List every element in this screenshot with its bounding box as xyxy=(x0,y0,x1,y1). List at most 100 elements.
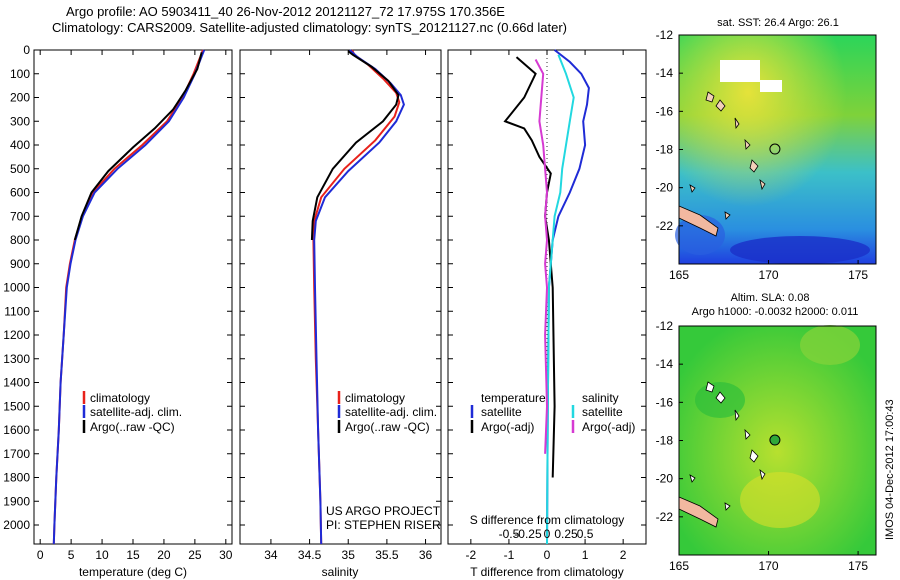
map-y-tick-label: -14 xyxy=(656,66,674,80)
sla-warm-region xyxy=(740,472,820,528)
map-y-tick-label: -14 xyxy=(656,357,674,371)
y-tick-label: 1400 xyxy=(3,376,30,390)
y-tick-label: 300 xyxy=(10,114,30,128)
legend-argo-label: Argo(..raw -QC) xyxy=(90,420,175,434)
x-tick-label: 36 xyxy=(419,548,433,562)
x-tick-label: 34 xyxy=(264,548,278,562)
project-annotation: US ARGO PROJECT xyxy=(326,504,441,518)
legend-temperature-heading: temperature xyxy=(481,391,546,405)
x-tick-label: 20 xyxy=(157,548,171,562)
y-tick-label: 2000 xyxy=(3,518,30,532)
map-y-tick-label: -20 xyxy=(656,181,674,195)
x-tick-label: 1 xyxy=(582,548,589,562)
sst-islands xyxy=(689,91,766,220)
legend-satellite-label: satellite-adj. clim. xyxy=(90,405,182,419)
y-tick-label: 1900 xyxy=(3,494,30,508)
legend-climatology-label: climatology xyxy=(345,391,405,405)
imos-timestamp: IMOS 04-Dec-2012 17:00:43 xyxy=(884,399,896,540)
x-tick-label: 35 xyxy=(342,548,356,562)
y-tick-label: 200 xyxy=(10,91,30,105)
y-tick-label: 1000 xyxy=(3,281,30,295)
y-tick-label: 1100 xyxy=(4,304,30,318)
temperature-panel: 0 5 10 15 20 25 300100200300400500600700800900… xyxy=(3,43,233,579)
map-x-tick-label: 165 xyxy=(669,268,689,282)
temperature-legend: climatology satellite-adj. clim. Argo(..… xyxy=(82,391,182,434)
x-tick-label: 25 xyxy=(188,548,202,562)
series-line-satellite-adj-clim- xyxy=(52,49,206,545)
legend-s-satellite-label: satellite xyxy=(582,405,623,419)
map-x-tick-label: 175 xyxy=(848,559,868,573)
salinity-xlabel: salinity xyxy=(322,565,359,579)
legend-argo-label: Argo(..raw -QC) xyxy=(345,420,430,434)
series-line-climatology xyxy=(52,49,204,545)
argo-position-marker xyxy=(769,143,781,155)
figure-title-line-2: Climatology: CARS2009. Satellite-adjuste… xyxy=(52,20,567,35)
sla-map-panel: Altim. SLA: 0.08 Argo h1000: -0.0032 h20… xyxy=(656,292,877,573)
x-tick-label: 30 xyxy=(219,548,233,562)
map-y-tick-label: -22 xyxy=(656,219,674,233)
sla-map-title-line-1: Altim. SLA: 0.08 xyxy=(731,292,810,304)
sst-missing-data xyxy=(720,60,760,82)
sla-map-title-line-2: Argo h1000: -0.0032 h2000: 0.011 xyxy=(692,306,859,318)
t-difference-xlabel: T difference from climatology xyxy=(470,565,624,579)
legend-satellite-label: satellite-adj. clim. xyxy=(345,405,437,419)
y-tick-label: 0 xyxy=(23,43,30,57)
y-tick-label: 1200 xyxy=(3,328,30,342)
sst-map-panel: sat. SST: 26.4 Argo: 26.1 165 170 175 -12 -1… xyxy=(656,17,877,282)
y-tick-label: 1300 xyxy=(3,352,30,366)
map-y-tick-label: -20 xyxy=(656,472,674,486)
map-y-tick-label: -12 xyxy=(656,319,674,333)
pi-annotation: PI: STEPHEN RISER xyxy=(326,518,441,532)
s-diff-tick-label: -0.5 xyxy=(499,527,520,541)
series-line-satellite-adj-clim- xyxy=(313,49,405,545)
map-x-tick-label: 170 xyxy=(759,268,779,282)
x-tick-label: 2 xyxy=(620,548,627,562)
legend-s-argo-label: Argo(-adj) xyxy=(582,420,635,434)
x-tick-label: 5 xyxy=(68,548,75,562)
map-x-tick-label: 165 xyxy=(669,559,689,573)
sst-map-title: sat. SST: 26.4 Argo: 26.1 xyxy=(717,17,839,29)
map-y-tick-label: -12 xyxy=(656,28,674,42)
x-tick-label: 0 xyxy=(37,548,44,562)
temperature-xlabel: temperature (deg C) xyxy=(79,565,187,579)
y-tick-label: 1600 xyxy=(3,423,30,437)
x-tick-label: 0 xyxy=(544,548,551,562)
x-tick-label: -2 xyxy=(466,548,477,562)
y-tick-label: 100 xyxy=(10,67,30,81)
x-tick-label: -1 xyxy=(504,548,515,562)
y-tick-label: 1500 xyxy=(3,399,30,413)
map-y-tick-label: -18 xyxy=(656,143,674,157)
sla-islands xyxy=(689,381,766,511)
map-x-tick-label: 175 xyxy=(848,268,868,282)
legend-climatology-label: climatology xyxy=(90,391,150,405)
series-line-s-argo-adj- xyxy=(534,59,549,454)
y-tick-label: 700 xyxy=(10,209,30,223)
s-diff-tick-label: -0.25 xyxy=(514,527,542,541)
difference-panel: -2 -1 0 1 2 T difference from climatology S … xyxy=(447,49,647,579)
map-y-tick-label: -16 xyxy=(656,395,674,409)
y-tick-label: 1700 xyxy=(3,447,30,461)
sst-missing-data xyxy=(760,80,782,92)
map-y-tick-label: -16 xyxy=(656,104,674,118)
x-tick-label: 35.5 xyxy=(375,548,399,562)
series-line-climatology xyxy=(312,49,401,545)
y-tick-label: 1800 xyxy=(3,471,30,485)
sla-warm-region xyxy=(800,325,860,365)
argo-position-marker xyxy=(769,434,781,446)
s-diff-tick-label: 0.5 xyxy=(577,527,594,541)
series-line-s-satellite xyxy=(546,54,575,545)
legend-t-argo-label: Argo(-adj) xyxy=(481,420,534,434)
map-y-tick-label: -22 xyxy=(656,510,674,524)
x-tick-label: 34.5 xyxy=(298,548,322,562)
series-line-argo-raw-qc- xyxy=(73,52,203,241)
salinity-legend: climatology satellite-adj. clim. Argo(..… xyxy=(337,391,437,434)
map-x-tick-label: 170 xyxy=(759,559,779,573)
temperature-axes-frame xyxy=(33,49,233,545)
salinity-panel: 34 34.5 35 35.5 36 salinity climatology sate… xyxy=(239,49,442,579)
s-difference-xlabel: S difference from climatology xyxy=(470,513,625,527)
figure-title-line-1: Argo profile: AO 5903411_40 26-Nov-2012 … xyxy=(66,4,505,19)
s-diff-tick-label: 0.25 xyxy=(554,527,578,541)
legend-salinity-heading: salinity xyxy=(582,391,619,405)
y-tick-label: 900 xyxy=(10,257,30,271)
